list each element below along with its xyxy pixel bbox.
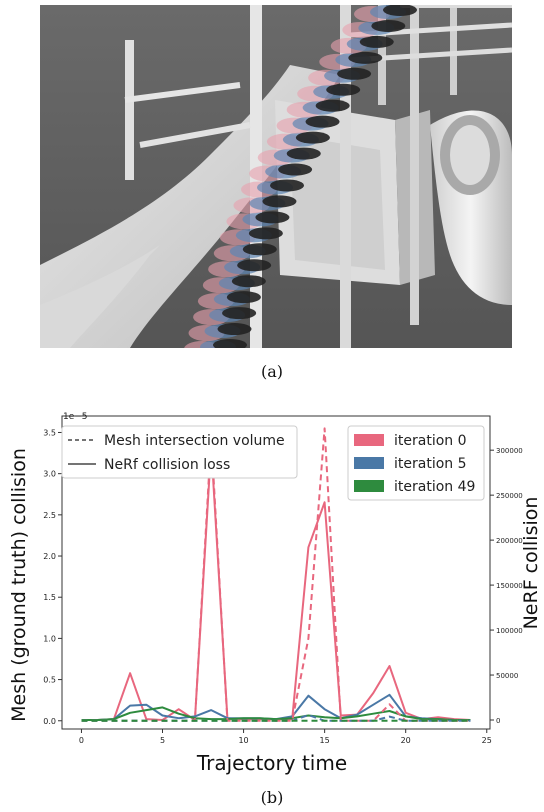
right-y-tick-label: 200000 [496,537,523,545]
series-line-iteration-49-solid [81,706,471,721]
legend-swatch-iteration-5 [354,457,384,469]
right-y-tick-label: 50000 [496,672,518,680]
right-y-tick-label: 250000 [496,492,523,500]
left-y-axis-label: Mesh (ground truth) collision [8,448,30,722]
right-y-axis-label: NeRF collision [520,497,542,630]
drone-marker [315,99,350,112]
drone-marker [383,5,417,16]
simulation-render-image [40,5,512,348]
left-y-tick-label: 2.0 [43,552,56,561]
plot-frame [61,415,491,730]
left-y-tick-label: 2.5 [43,511,56,520]
caption-a: (a) [260,362,284,381]
left-y-tick-label: 1.0 [43,634,56,643]
drone-marker [213,339,247,348]
drone-marker [248,227,283,240]
legend-label-iteration-49: iteration 49 [394,479,475,495]
left-y-tick-label: 0.0 [43,717,56,726]
drone-marker [237,259,272,272]
drone-marker [286,147,321,160]
right-y-tick-label: 300000 [496,447,523,455]
x-tick-label: 5 [160,736,165,745]
drone-marker [222,307,257,320]
plot-border [61,415,491,730]
drone-marker [348,51,383,64]
right-y-tick-label: 0 [496,717,500,725]
drone-marker [305,115,340,128]
x-tick-label: 15 [320,736,330,745]
x-tick-label: 10 [238,736,248,745]
drone-marker [278,163,313,176]
legend-swatch-iteration-0 [354,434,384,446]
drone-marker [326,83,361,96]
series-layer [81,427,471,722]
drone-marker [226,291,261,304]
legend-label-iteration-5: iteration 5 [394,456,467,472]
drone-marker [359,35,394,48]
drone-marker [231,275,266,288]
drone-marker [270,179,305,192]
legend-swatch-iteration-49 [354,480,384,492]
drone-marker [295,131,330,144]
drone-marker [255,211,290,224]
right-y-tick-label: 100000 [496,627,523,635]
drone-marker [217,323,252,336]
left-y-tick-label: 3.5 [43,428,56,437]
linestyle-legend: Mesh intersection volume NeRf collision … [61,425,298,479]
drone-marker [242,243,277,256]
drone-marker [371,19,406,32]
x-tick-label: 25 [482,736,492,745]
caption-b: (b) [260,788,284,807]
left-y-tick-label: 0.5 [43,676,56,685]
drone-marker [337,67,372,80]
x-axis-label: Trajectory time [196,751,347,775]
legend-dashed-label: Mesh intersection volume [104,433,285,449]
right-y-tick-label: 150000 [496,582,523,590]
collision-chart: 0 5 10 15 20 25 0.0 0.5 1.0 1.5 2.0 2.5 3.0 3.5 0 50000… [8,412,542,775]
left-y-tick-label: 1.5 [43,593,56,602]
left-scale-label: 1e−5 [63,412,88,422]
x-tick-label: 20 [401,736,411,745]
left-y-tick-label: 3.0 [43,470,56,479]
iteration-legend: iteration 0 iteration 5 iteration 49 [347,425,485,501]
legend-solid-label: NeRf collision loss [104,457,230,473]
x-tick-label: 0 [79,736,84,745]
legend-label-iteration-0: iteration 0 [394,433,467,449]
ticks-layer: 0 5 10 15 20 25 0.0 0.5 1.0 1.5 2.0 2.5 3.0 3.5 0 50000… [43,428,522,745]
drone-marker [262,195,297,208]
